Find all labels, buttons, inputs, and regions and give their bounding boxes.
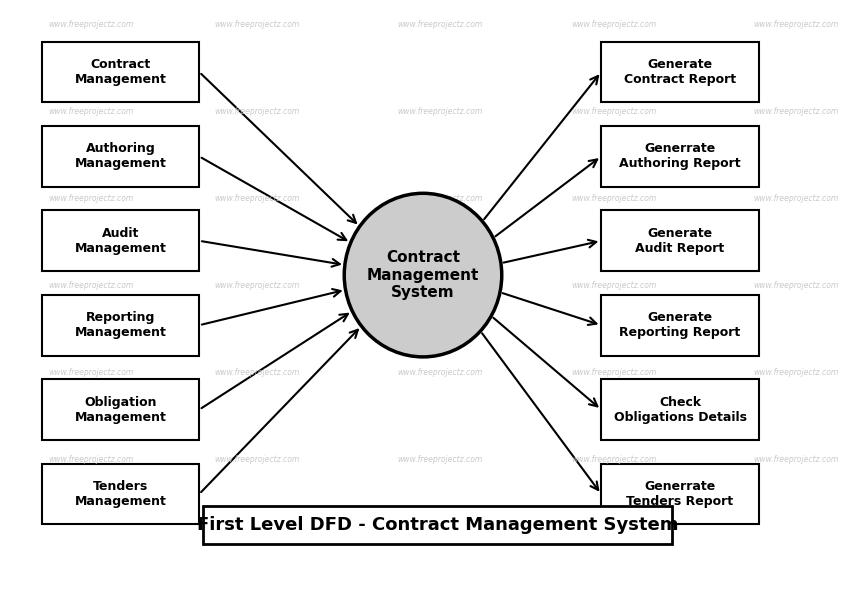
- Text: Audit
Management: Audit Management: [74, 227, 167, 255]
- Text: First Level DFD - Contract Management System: First Level DFD - Contract Management Sy…: [197, 517, 678, 534]
- FancyBboxPatch shape: [203, 506, 672, 544]
- FancyBboxPatch shape: [41, 211, 199, 271]
- FancyBboxPatch shape: [602, 42, 759, 102]
- Text: Generate
Reporting Report: Generate Reporting Report: [619, 311, 740, 339]
- FancyBboxPatch shape: [41, 295, 199, 356]
- Text: Obligation
Management: Obligation Management: [74, 396, 167, 423]
- Text: www.freeprojectz.com: www.freeprojectz.com: [49, 107, 134, 116]
- Text: www.freeprojectz.com: www.freeprojectz.com: [397, 194, 482, 203]
- FancyBboxPatch shape: [41, 380, 199, 440]
- Text: Generate
Audit Report: Generate Audit Report: [635, 227, 725, 255]
- Text: www.freeprojectz.com: www.freeprojectz.com: [215, 107, 299, 116]
- Text: www.freeprojectz.com: www.freeprojectz.com: [754, 107, 838, 116]
- FancyBboxPatch shape: [602, 380, 759, 440]
- FancyBboxPatch shape: [41, 42, 199, 102]
- Text: www.freeprojectz.com: www.freeprojectz.com: [754, 455, 838, 464]
- Text: www.freeprojectz.com: www.freeprojectz.com: [397, 368, 482, 377]
- Text: www.freeprojectz.com: www.freeprojectz.com: [49, 194, 134, 203]
- Text: Contract
Management
System: Contract Management System: [367, 250, 479, 300]
- Text: www.freeprojectz.com: www.freeprojectz.com: [215, 194, 299, 203]
- Text: www.freeprojectz.com: www.freeprojectz.com: [571, 455, 656, 464]
- Text: Authoring
Management: Authoring Management: [74, 142, 167, 170]
- Text: Generrate
Authoring Report: Generrate Authoring Report: [619, 142, 741, 170]
- Text: www.freeprojectz.com: www.freeprojectz.com: [571, 20, 656, 29]
- Text: Generate
Contract Report: Generate Contract Report: [624, 58, 736, 86]
- Text: www.freeprojectz.com: www.freeprojectz.com: [49, 368, 134, 377]
- FancyBboxPatch shape: [602, 295, 759, 356]
- Text: www.freeprojectz.com: www.freeprojectz.com: [571, 194, 656, 203]
- Text: www.freeprojectz.com: www.freeprojectz.com: [397, 455, 482, 464]
- FancyBboxPatch shape: [602, 211, 759, 271]
- Text: Check
Obligations Details: Check Obligations Details: [613, 396, 746, 423]
- Text: Contract
Management: Contract Management: [74, 58, 167, 86]
- Text: www.freeprojectz.com: www.freeprojectz.com: [754, 20, 838, 29]
- Ellipse shape: [344, 193, 502, 357]
- FancyBboxPatch shape: [41, 126, 199, 187]
- Text: www.freeprojectz.com: www.freeprojectz.com: [49, 20, 134, 29]
- Text: Tenders
Management: Tenders Management: [74, 480, 167, 508]
- Text: www.freeprojectz.com: www.freeprojectz.com: [397, 20, 482, 29]
- Text: www.freeprojectz.com: www.freeprojectz.com: [397, 281, 482, 290]
- Text: www.freeprojectz.com: www.freeprojectz.com: [754, 281, 838, 290]
- Text: www.freeprojectz.com: www.freeprojectz.com: [215, 20, 299, 29]
- Text: www.freeprojectz.com: www.freeprojectz.com: [215, 368, 299, 377]
- Text: www.freeprojectz.com: www.freeprojectz.com: [754, 194, 838, 203]
- Text: www.freeprojectz.com: www.freeprojectz.com: [397, 107, 482, 116]
- Text: www.freeprojectz.com: www.freeprojectz.com: [49, 281, 134, 290]
- Text: www.freeprojectz.com: www.freeprojectz.com: [571, 368, 656, 377]
- FancyBboxPatch shape: [602, 464, 759, 524]
- Text: www.freeprojectz.com: www.freeprojectz.com: [215, 281, 299, 290]
- Text: Generrate
Tenders Report: Generrate Tenders Report: [626, 480, 733, 508]
- Text: www.freeprojectz.com: www.freeprojectz.com: [49, 455, 134, 464]
- Text: www.freeprojectz.com: www.freeprojectz.com: [571, 107, 656, 116]
- Text: www.freeprojectz.com: www.freeprojectz.com: [754, 368, 838, 377]
- Text: www.freeprojectz.com: www.freeprojectz.com: [215, 455, 299, 464]
- FancyBboxPatch shape: [602, 126, 759, 187]
- Text: www.freeprojectz.com: www.freeprojectz.com: [571, 281, 656, 290]
- FancyBboxPatch shape: [41, 464, 199, 524]
- Text: Reporting
Management: Reporting Management: [74, 311, 167, 339]
